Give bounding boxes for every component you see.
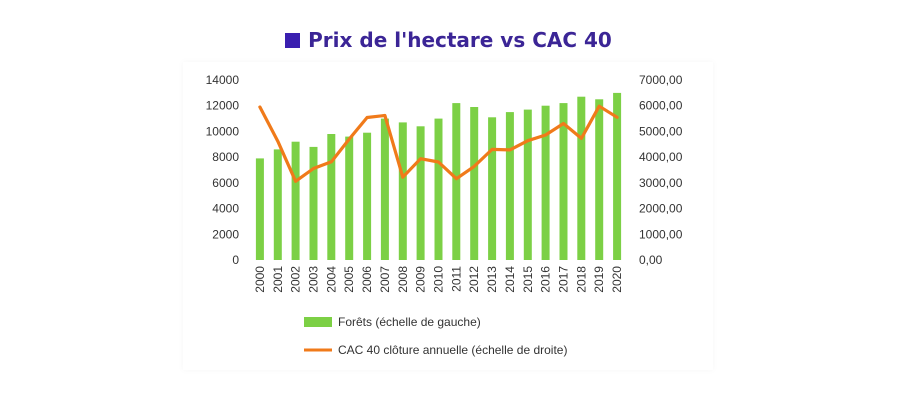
legend: Forêts (échelle de gauche) CAC 40 clôture… [304, 315, 567, 357]
x-tick-label: 2008 [396, 266, 410, 293]
left-tick-label: 2000 [212, 227, 239, 241]
bar-2012 [470, 107, 479, 260]
bar-2011 [452, 103, 461, 260]
left-tick-label: 10000 [206, 124, 240, 138]
bar-2016 [541, 105, 550, 260]
bar-2013 [488, 117, 497, 260]
chart-title-row: Prix de l'hectare vs CAC 40 [0, 28, 897, 52]
right-tick-label: 6000,00 [639, 99, 683, 113]
x-tick-label: 2000 [253, 266, 267, 293]
x-tick-label: 2020 [610, 266, 624, 293]
left-tick-label: 8000 [212, 150, 239, 164]
x-tick-label: 2006 [360, 266, 374, 293]
x-tick-label: 2010 [432, 266, 446, 293]
bar-2020 [613, 92, 622, 261]
left-axis: 0 2000 4000 6000 8000 10000 12000 14000 [206, 73, 240, 267]
left-tick-label: 14000 [206, 73, 240, 87]
right-tick-label: 2000,00 [639, 202, 683, 216]
x-tick-label: 2016 [539, 266, 553, 293]
left-tick-label: 0 [232, 253, 239, 267]
right-tick-label: 3000,00 [639, 176, 683, 190]
right-tick-label: 4000,00 [639, 150, 683, 164]
line-series [258, 104, 619, 183]
bar-2018 [577, 96, 586, 260]
bar-2014 [505, 112, 514, 260]
x-tick-label: 2014 [503, 266, 517, 293]
bar-2006 [363, 132, 372, 260]
combo-chart: 0 2000 4000 6000 8000 10000 12000 14000 0,00 100… [206, 73, 683, 357]
legend-label-cac40: CAC 40 clôture annuelle (échelle de droi… [338, 343, 567, 357]
x-tick-label: 2012 [467, 266, 481, 293]
bar-2001 [273, 149, 282, 260]
bar-series [255, 92, 622, 261]
x-tick-label: 2015 [521, 266, 535, 293]
left-tick-label: 4000 [212, 202, 239, 216]
left-tick-label: 12000 [206, 99, 240, 113]
bar-2008 [398, 122, 407, 261]
bar-2002 [291, 141, 300, 260]
right-axis: 0,00 1000,00 2000,00 3000,00 4000,00 5000,00 6… [639, 73, 683, 267]
x-tick-label: 2001 [271, 266, 285, 293]
legend-label-forets: Forêts (échelle de gauche) [338, 315, 481, 329]
right-tick-label: 7000,00 [639, 73, 683, 87]
x-tick-label: 2013 [485, 266, 499, 293]
x-tick-label: 2003 [307, 266, 321, 293]
right-tick-label: 5000,00 [639, 124, 683, 138]
title-square-icon [285, 32, 301, 48]
chart-panel: 0 2000 4000 6000 8000 10000 12000 14000 0,00 100… [183, 62, 713, 370]
x-tick-label: 2002 [289, 266, 303, 293]
x-tick-label: 2005 [342, 266, 356, 293]
bar-2003 [309, 146, 318, 260]
x-tick-label: 2018 [574, 266, 588, 293]
right-tick-label: 1000,00 [639, 227, 683, 241]
bar-2004 [327, 134, 336, 260]
left-tick-label: 6000 [212, 176, 239, 190]
x-tick-label: 2011 [449, 266, 463, 292]
bar-2017 [559, 103, 568, 260]
x-tick-label: 2017 [557, 266, 571, 293]
bar-2007 [380, 118, 389, 260]
bar-2015 [523, 109, 532, 260]
bar-2010 [434, 118, 443, 260]
bar-2019 [595, 99, 604, 260]
x-tick-label: 2007 [378, 266, 392, 293]
x-tick-label: 2004 [324, 266, 338, 293]
x-tick-label: 2009 [414, 266, 428, 293]
x-tick-label: 2019 [592, 266, 606, 293]
right-tick-label: 0,00 [639, 253, 663, 267]
x-axis: 2000 2001 2002 2003 2004 2005 2006 2007 2008 2009… [253, 266, 624, 293]
chart-title: Prix de l'hectare vs CAC 40 [308, 28, 612, 52]
bar-2005 [345, 136, 354, 260]
bar-2009 [416, 126, 425, 260]
bar-2000 [255, 158, 264, 260]
legend-swatch-forets [304, 317, 332, 327]
